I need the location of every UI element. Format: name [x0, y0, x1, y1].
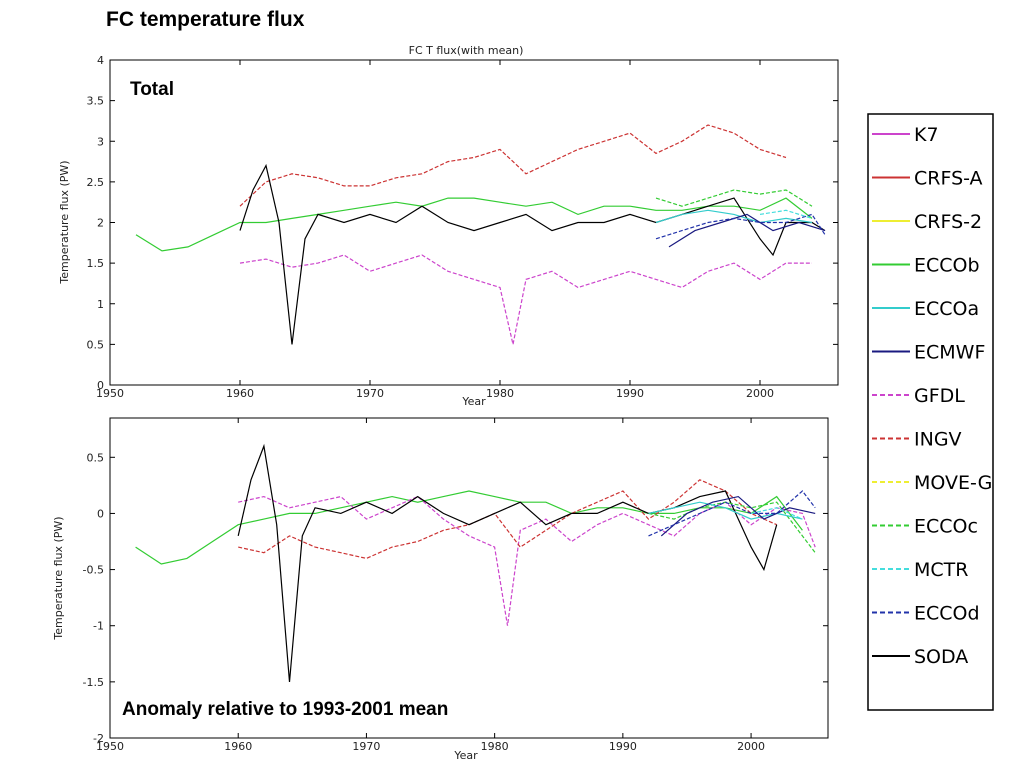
x-tick-label: 1960	[226, 387, 254, 400]
x-tick-label: 1970	[352, 740, 380, 753]
chart-anomaly-panel: 1950 1960 1970 1980 1990 2000 -2 -1.5 -1 -0.5 0 0.…	[52, 417, 829, 762]
plot-frame	[109, 59, 839, 386]
legend-label: MCTR	[914, 559, 968, 581]
legend-frame	[867, 113, 994, 711]
series-line-gfdl	[239, 254, 812, 345]
y-tick-label: -2	[93, 732, 104, 745]
y-axis-ticks: 0 0.5 1 1.5 2 2.5 3 3.5 4	[87, 54, 838, 392]
x-axis-label: Year	[461, 395, 486, 408]
x-tick-label: 2000	[746, 387, 774, 400]
y-axis-label: Temperature flux (PW)	[52, 516, 65, 640]
series-line-eccoc	[648, 501, 816, 554]
y-tick-label: -1	[93, 620, 104, 633]
legend-label: ECMWF	[914, 342, 985, 364]
legend-label: K7	[914, 124, 939, 146]
legend-label: ECCOd	[914, 603, 980, 625]
legend-label: CRFS-2	[914, 211, 982, 233]
y-tick-label: -0.5	[83, 564, 104, 577]
y-tick-label: 0.5	[87, 451, 105, 464]
x-axis-ticks: 1950 1960 1970 1980 1990 2000	[96, 60, 774, 400]
x-tick-label: 1980	[481, 740, 509, 753]
slide-title: FC temperature flux	[106, 8, 305, 31]
x-tick-label: 1980	[486, 387, 514, 400]
legend-label: MOVE-G	[914, 472, 992, 494]
x-tick-label: 1960	[224, 740, 252, 753]
series-line-soda	[237, 443, 778, 682]
x-axis-ticks: 1950 1960 1970 1980 1990 2000	[96, 418, 765, 753]
series-line-eccob	[135, 197, 813, 252]
x-tick-label: 1990	[616, 387, 644, 400]
legend-label: ECCOc	[914, 516, 978, 538]
series-line-ingv	[239, 124, 787, 207]
y-tick-label: 1	[97, 298, 104, 311]
series-line-mctr	[759, 209, 813, 219]
panel-label-total: Total	[130, 79, 174, 100]
y-tick-label: -1.5	[83, 676, 104, 689]
legend-label: ECCOa	[914, 298, 979, 320]
y-tick-label: 1.5	[87, 257, 105, 270]
y-axis-ticks: -2 -1.5 -1 -0.5 0 0.5	[83, 451, 828, 745]
y-tick-label: 3.5	[87, 95, 105, 108]
y-axis-label: Temperature flux (PW)	[58, 160, 71, 284]
chart-total-panel: FC T flux(with mean) 1950 1960 1970 1980 199…	[58, 44, 839, 408]
y-tick-label: 2.5	[87, 176, 105, 189]
plot-frame	[109, 417, 829, 739]
series-lines	[135, 443, 816, 682]
series-line-mctr	[750, 507, 803, 520]
x-tick-label: 1990	[609, 740, 637, 753]
y-tick-label: 2	[97, 217, 104, 230]
legend: K7 CRFS-A CRFS-2 ECCOb ECCOa ECMWF GFDL INGV MOV…	[867, 113, 994, 711]
panel-label-anomaly: Anomaly relative to 1993-2001 mean	[122, 699, 448, 720]
y-tick-label: 4	[97, 54, 104, 67]
series-line-eccoc	[655, 189, 813, 207]
series-line-ecmwf	[668, 213, 826, 248]
legend-label: GFDL	[914, 385, 965, 407]
legend-label: SODA	[914, 646, 968, 668]
legend-label: ECCOb	[914, 255, 980, 277]
series-line-eccod	[648, 490, 816, 537]
series-line-ecmwf	[660, 495, 816, 537]
legend-label: CRFS-A	[914, 168, 983, 190]
series-lines	[135, 124, 826, 345]
y-tick-label: 0	[97, 379, 104, 392]
series-line-ingv	[238, 479, 777, 560]
y-tick-label: 3	[97, 135, 104, 148]
x-tick-label: 2000	[737, 740, 765, 753]
legend-label: INGV	[914, 429, 962, 451]
x-tick-label: 1950	[96, 387, 124, 400]
y-tick-label: 0	[97, 507, 104, 520]
chart-title: FC T flux(with mean)	[409, 44, 524, 57]
y-tick-label: 0.5	[87, 338, 105, 351]
x-tick-label: 1950	[96, 740, 124, 753]
x-tick-label: 1970	[356, 387, 384, 400]
series-line-eccoa	[655, 209, 813, 224]
series-line-eccob	[135, 490, 803, 565]
series-line-eccod	[655, 213, 826, 240]
x-axis-label: Year	[453, 749, 478, 762]
